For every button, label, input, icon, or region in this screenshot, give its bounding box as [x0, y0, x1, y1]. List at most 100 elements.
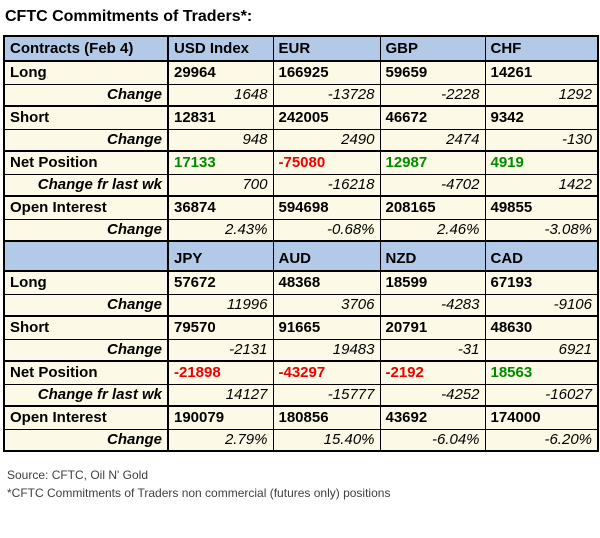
value-cell: 15.40% — [272, 428, 381, 452]
value-cell: -16218 — [272, 173, 381, 197]
column-header-cad: CAD — [484, 240, 599, 272]
row-label: Long — [3, 60, 169, 85]
value-cell: 2474 — [379, 128, 486, 152]
value-cell: -6.20% — [484, 428, 599, 452]
value-cell: 208165 — [379, 195, 486, 220]
value-cell: 48368 — [272, 270, 381, 295]
value-cell: 29964 — [167, 60, 274, 85]
value-cell: 48630 — [484, 315, 599, 340]
value-cell: 18563 — [484, 360, 599, 385]
column-header-nzd: NZD — [379, 240, 486, 272]
footer: Source: CFTC, Oil N' Gold *CFTC Commitme… — [7, 466, 597, 502]
page-title: CFTC Commitments of Traders*: — [5, 8, 253, 25]
value-cell: 49855 — [484, 195, 599, 220]
source-text: Source: CFTC, Oil N' Gold — [7, 468, 148, 482]
value-cell: 11996 — [167, 293, 274, 317]
value-cell: -43297 — [272, 360, 381, 385]
row-label: Open Interest — [3, 195, 169, 220]
value-cell: 57672 — [167, 270, 274, 295]
column-header-jpy: JPY — [167, 240, 274, 272]
row-label: Change — [3, 293, 169, 317]
value-cell: -13728 — [272, 83, 381, 107]
value-cell: -2228 — [379, 83, 486, 107]
value-cell: 2.79% — [167, 428, 274, 452]
row-change-fr-last-wk: Change fr last wk 700 -16218 -4702 1422 — [3, 173, 599, 197]
value-cell: 2.43% — [167, 218, 274, 242]
column-header-gbp: GBP — [379, 35, 486, 62]
value-cell: 14261 — [484, 60, 599, 85]
row-label: Net Position — [3, 150, 169, 175]
value-cell: 91665 — [272, 315, 381, 340]
row-label: Long — [3, 270, 169, 295]
row-long: Long 57672 48368 18599 67193 — [3, 270, 599, 295]
value-cell: 59659 — [379, 60, 486, 85]
value-cell: 1648 — [167, 83, 274, 107]
row-change: Change 1648 -13728 -2228 1292 — [3, 83, 599, 107]
value-cell: 9342 — [484, 105, 599, 130]
row-net-position: Net Position 17133 -75080 12987 4919 — [3, 150, 599, 175]
value-cell: -0.68% — [272, 218, 381, 242]
row-label: Change fr last wk — [3, 383, 169, 407]
row-label: Short — [3, 105, 169, 130]
row-label: Open Interest — [3, 405, 169, 430]
row-change: Change -2131 19483 -31 6921 — [3, 338, 599, 362]
value-cell: 18599 — [379, 270, 486, 295]
value-cell: -2192 — [379, 360, 486, 385]
row-long: Long 29964 166925 59659 14261 — [3, 60, 599, 85]
footnote-text: *CFTC Commitments of Traders non commerc… — [7, 486, 391, 500]
value-cell: 43692 — [379, 405, 486, 430]
value-cell: 700 — [167, 173, 274, 197]
section-header-label — [3, 240, 169, 272]
value-cell: -15777 — [272, 383, 381, 407]
value-cell: 79570 — [167, 315, 274, 340]
value-cell: 4919 — [484, 150, 599, 175]
cot-table: Contracts (Feb 4) USD Index EUR GBP CHF Long 2… — [3, 35, 599, 452]
row-open-interest: Open Interest 190079 180856 43692 174000 — [3, 405, 599, 430]
value-cell: 20791 — [379, 315, 486, 340]
value-cell: 2.46% — [379, 218, 486, 242]
value-cell: 12987 — [379, 150, 486, 175]
row-label: Short — [3, 315, 169, 340]
page: CFTC Commitments of Traders*: Contracts … — [3, 8, 599, 502]
column-header-chf: CHF — [484, 35, 599, 62]
value-cell: -21898 — [167, 360, 274, 385]
row-open-interest: Open Interest 36874 594698 208165 49855 — [3, 195, 599, 220]
value-cell: 46672 — [379, 105, 486, 130]
row-label: Net Position — [3, 360, 169, 385]
value-cell: -2131 — [167, 338, 274, 362]
row-change: Change 2.79% 15.40% -6.04% -6.20% — [3, 428, 599, 452]
row-short: Short 12831 242005 46672 9342 — [3, 105, 599, 130]
row-label: Change fr last wk — [3, 173, 169, 197]
row-change: Change 2.43% -0.68% 2.46% -3.08% — [3, 218, 599, 242]
value-cell: -4702 — [379, 173, 486, 197]
cot-table-body: Contracts (Feb 4) USD Index EUR GBP CHF Long 2… — [3, 35, 599, 452]
row-label: Change — [3, 428, 169, 452]
value-cell: -6.04% — [379, 428, 486, 452]
row-label: Change — [3, 218, 169, 242]
value-cell: -75080 — [272, 150, 381, 175]
value-cell: -130 — [484, 128, 599, 152]
value-cell: 14127 — [167, 383, 274, 407]
row-change: Change 11996 3706 -4283 -9106 — [3, 293, 599, 317]
value-cell: -31 — [379, 338, 486, 362]
section-header-label: Contracts (Feb 4) — [3, 35, 169, 62]
value-cell: 1422 — [484, 173, 599, 197]
column-header-usd-index: USD Index — [167, 35, 274, 62]
value-cell: 174000 — [484, 405, 599, 430]
row-label: Change — [3, 83, 169, 107]
row-short: Short 79570 91665 20791 48630 — [3, 315, 599, 340]
row-label: Change — [3, 128, 169, 152]
section-header-row-1: Contracts (Feb 4) USD Index EUR GBP CHF — [3, 35, 599, 62]
value-cell: 594698 — [272, 195, 381, 220]
value-cell: 12831 — [167, 105, 274, 130]
value-cell: 166925 — [272, 60, 381, 85]
value-cell: 242005 — [272, 105, 381, 130]
section-header-row-2: JPY AUD NZD CAD — [3, 240, 599, 272]
value-cell: 3706 — [272, 293, 381, 317]
row-change: Change 948 2490 2474 -130 — [3, 128, 599, 152]
row-net-position: Net Position -21898 -43297 -2192 18563 — [3, 360, 599, 385]
value-cell: 67193 — [484, 270, 599, 295]
value-cell: -4283 — [379, 293, 486, 317]
value-cell: -9106 — [484, 293, 599, 317]
value-cell: 948 — [167, 128, 274, 152]
